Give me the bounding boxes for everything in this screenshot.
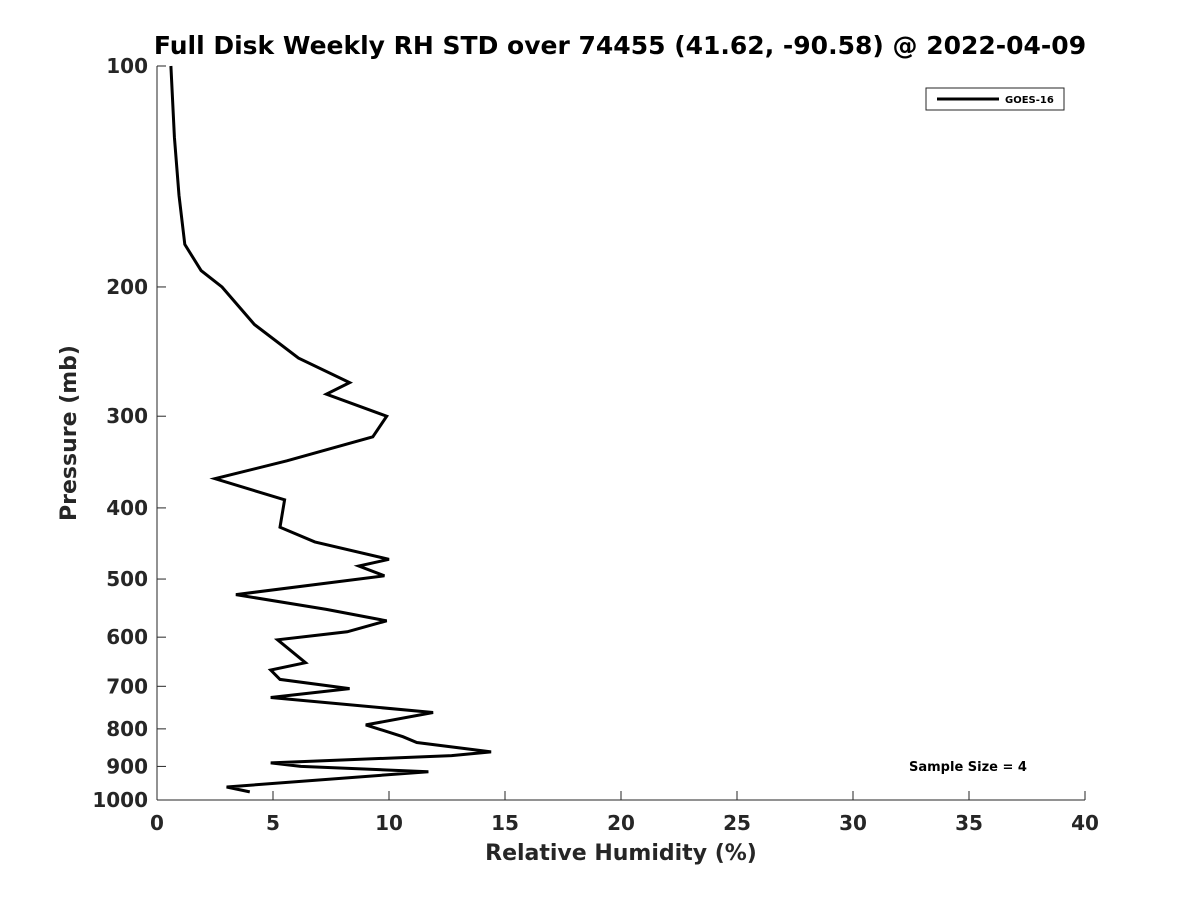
x-tick-label: 35 — [955, 811, 983, 835]
y-tick-label: 700 — [106, 674, 148, 698]
x-tick-label: 5 — [266, 811, 280, 835]
y-tick-label: 900 — [106, 754, 148, 778]
x-tick-label: 0 — [150, 811, 164, 835]
y-tick-label: 100 — [106, 54, 148, 78]
axes: 0 5 10 15 20 25 30 35 40 100 200 300 400 500 600 700 800… — [92, 54, 1099, 835]
y-tick-label: 800 — [106, 717, 148, 741]
x-tick-label: 15 — [491, 811, 519, 835]
y-tick-label: 600 — [106, 625, 148, 649]
series-layer — [169, 65, 492, 794]
sample-size-annotation: Sample Size = 4 — [909, 760, 1027, 775]
x-tick-label: 25 — [723, 811, 751, 835]
x-tick-label: 40 — [1071, 811, 1099, 835]
y-tick-label: 300 — [106, 404, 148, 428]
x-axis-label: Relative Humidity (%) — [485, 841, 757, 866]
legend: GOES-16 — [925, 87, 1065, 111]
chart-title: Full Disk Weekly RH STD over 74455 (41.6… — [154, 31, 1086, 60]
y-tick-label: 1000 — [92, 788, 148, 812]
series-line-goes-16 — [169, 65, 492, 794]
y-tick-label: 400 — [106, 496, 148, 520]
legend-entry-label: GOES-16 — [1005, 95, 1054, 106]
x-tick-label: 20 — [607, 811, 635, 835]
y-axis-label: Pressure (mb) — [57, 345, 82, 521]
y-tick-label: 200 — [106, 275, 148, 299]
y-tick-label: 500 — [106, 567, 148, 591]
x-tick-label: 30 — [839, 811, 867, 835]
x-tick-label: 10 — [375, 811, 403, 835]
